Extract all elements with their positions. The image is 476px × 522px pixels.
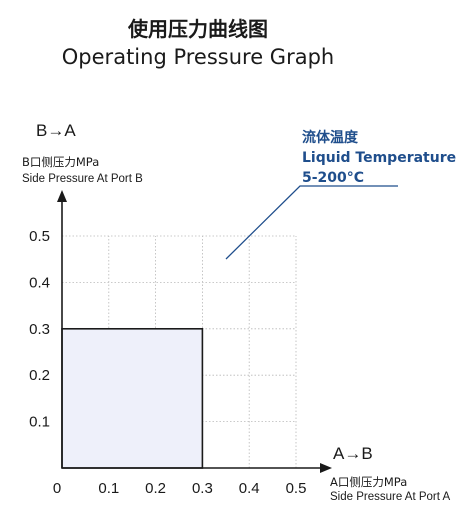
annotation-leader-line (225, 185, 398, 260)
x-tick-label: 0.4 (239, 480, 260, 497)
x-tick-label: 0.1 (98, 480, 119, 497)
x-direction-label: A→B (333, 444, 373, 463)
y-tick-labels: 0.1 0.2 0.3 0.4 0.5 (29, 228, 50, 431)
operating-region (61, 327, 204, 469)
annotation-line3: 5-200°C (302, 170, 364, 186)
x-axis-label-en: Side Pressure At Port A (330, 491, 451, 503)
y-tick-label: 0.1 (29, 414, 50, 431)
y-tick-label: 0.5 (29, 228, 50, 245)
y-tick-label: 0.2 (29, 367, 50, 384)
x-tick-label: 0 (53, 480, 61, 497)
axes (57, 190, 332, 473)
y-direction-label: B→A (36, 121, 76, 140)
y-axis-label-cn: B口侧压力MPa (22, 155, 99, 169)
y-tick-label: 0.4 (29, 274, 50, 291)
y-axis-label-en: Side Pressure At Port B (22, 173, 143, 185)
x-tick-label: 0.2 (145, 480, 166, 497)
y-axis-arrow (57, 190, 67, 202)
chart-subtitle: Operating Pressure Graph (62, 45, 334, 69)
annotation-line1: 流体温度 (302, 129, 359, 146)
y-tick-label: 0.3 (29, 321, 50, 338)
annotation-line2: Liquid Temperature (302, 150, 456, 166)
x-tick-label: 0.3 (192, 480, 213, 497)
chart-title: 使用压力曲线图 (127, 17, 268, 41)
x-axis-label-cn: A口侧压力MPa (330, 475, 407, 489)
x-tick-label: 0.5 (286, 480, 307, 497)
x-axis-arrow (320, 463, 332, 473)
x-tick-labels: 0 0.1 0.2 0.3 0.4 0.5 (53, 480, 307, 497)
